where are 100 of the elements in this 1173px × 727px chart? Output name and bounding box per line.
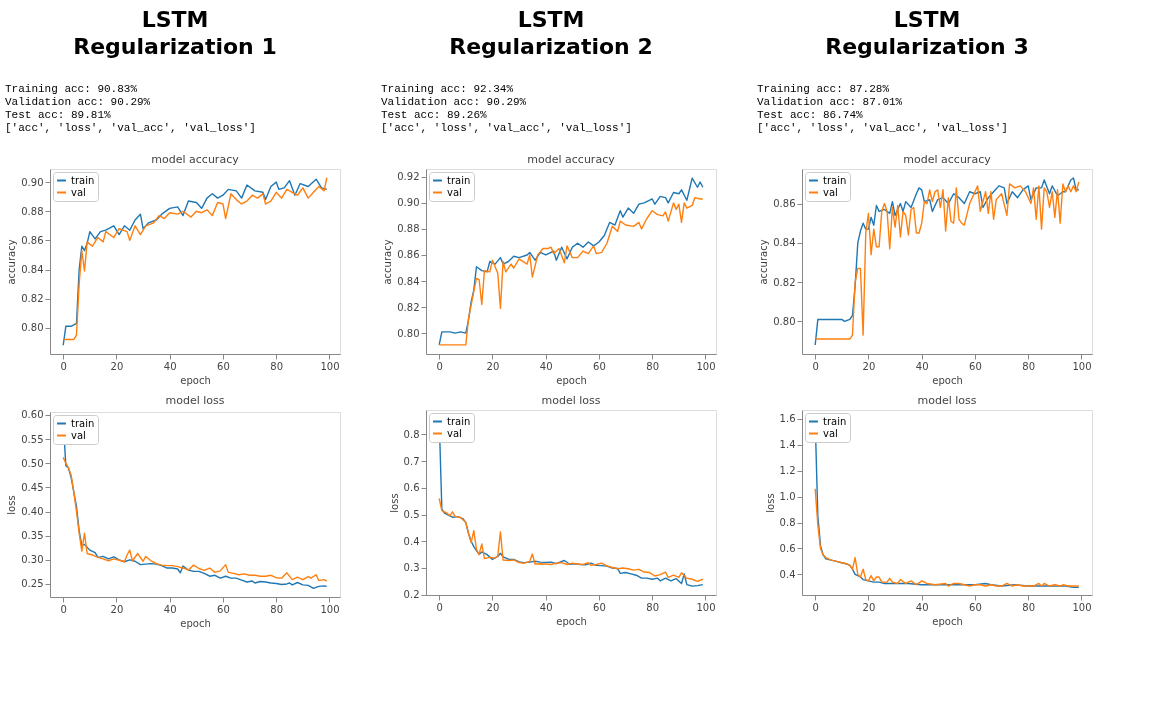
chart-title: model loss — [917, 394, 977, 407]
x-tick-label: 80 — [646, 601, 660, 613]
text: Test acc: 86.74% — [757, 109, 864, 121]
text: Regularization 2 — [449, 34, 653, 59]
y-tick-label: 0.80 — [773, 315, 796, 327]
text: Regularization 1 — [73, 34, 277, 59]
x-tick-label: 0 — [60, 360, 67, 372]
x-tick-label: 40 — [915, 360, 929, 372]
legend-label: train — [823, 174, 847, 186]
chart-title: model loss — [165, 393, 225, 407]
x-tick-label: 60 — [217, 360, 230, 372]
y-axis-title: accuracy — [758, 239, 770, 285]
text: Validation acc: 90.29% — [381, 96, 527, 108]
x-tick-label: 0 — [436, 601, 443, 613]
y-tick-label: 0.8 — [779, 517, 796, 529]
y-tick-label: 0.50 — [21, 457, 44, 469]
y-axis-title: accuracy — [382, 239, 394, 285]
y-tick-label: 0.82 — [773, 276, 796, 288]
x-axis-title: epoch — [180, 374, 211, 386]
x-axis-title: epoch — [556, 374, 587, 386]
text: Validation acc: 90.29% — [5, 96, 151, 108]
y-tick-label: 1.2 — [779, 465, 796, 477]
x-tick-label: 40 — [539, 601, 553, 613]
x-tick-label: 60 — [217, 603, 230, 615]
line-series — [62, 456, 328, 582]
legend-label: val — [447, 427, 462, 439]
y-tick-label: 0.82 — [397, 301, 420, 313]
x-tick-label: 40 — [539, 360, 553, 372]
x-tick-label: 100 — [320, 360, 340, 372]
y-tick-label: 0.86 — [773, 198, 796, 210]
y-axis-title: accuracy — [6, 239, 18, 285]
legend-label: val — [71, 429, 86, 441]
x-tick-label: 0 — [436, 360, 443, 372]
y-tick-label: 0.35 — [21, 530, 44, 542]
legend-label: train — [447, 174, 471, 186]
y-tick-label: 0.84 — [21, 264, 44, 276]
x-tick-label: 80 — [270, 360, 284, 372]
y-tick-label: 0.86 — [397, 249, 420, 261]
legend-label: val — [823, 186, 838, 198]
y-axis-title: loss — [6, 495, 18, 515]
y-tick-label: 0.80 — [21, 322, 44, 334]
chart-title: model accuracy — [151, 153, 240, 166]
x-axis-title: epoch — [556, 615, 587, 627]
x-tick-label: 100 — [1072, 360, 1092, 372]
y-tick-label: 0.45 — [21, 481, 44, 493]
x-tick-label: 100 — [320, 603, 340, 615]
y-tick-label: 0.80 — [397, 327, 420, 339]
x-tick-label: 0 — [812, 601, 819, 613]
x-tick-label: 20 — [862, 360, 876, 372]
x-tick-label: 60 — [593, 601, 606, 613]
x-tick-label: 60 — [969, 360, 982, 372]
legend-label: train — [447, 415, 471, 427]
text: LSTM — [517, 7, 585, 32]
y-tick-label: 0.60 — [21, 409, 44, 421]
x-tick-label: 40 — [163, 360, 177, 372]
y-tick-label: 0.3 — [403, 562, 420, 574]
x-tick-label: 100 — [696, 601, 716, 613]
y-tick-label: 1.4 — [779, 439, 796, 451]
x-axis-title: epoch — [180, 617, 211, 629]
line-series — [438, 497, 704, 583]
y-tick-label: 1.6 — [779, 413, 796, 425]
y-tick-label: 0.7 — [403, 455, 420, 467]
x-tick-label: 20 — [862, 601, 876, 613]
y-tick-label: 0.92 — [397, 171, 420, 183]
x-tick-label: 100 — [696, 360, 716, 372]
y-tick-label: 0.4 — [779, 568, 796, 580]
chart-title: model accuracy — [903, 153, 992, 166]
legend-label: train — [823, 415, 847, 427]
y-tick-label: 0.6 — [779, 542, 796, 554]
text: Training acc: 90.83% — [5, 83, 138, 95]
x-tick-label: 60 — [593, 360, 606, 372]
x-tick-label: 80 — [270, 603, 284, 615]
y-tick-label: 0.84 — [397, 275, 420, 287]
y-tick-label: 0.88 — [21, 205, 44, 217]
text: Training acc: 92.34% — [381, 83, 514, 95]
y-axis-title: loss — [764, 493, 776, 513]
x-tick-label: 20 — [110, 360, 124, 372]
text: ['acc', 'loss', 'val_acc', 'val_loss'] — [381, 122, 632, 134]
x-tick-label: 60 — [969, 601, 982, 613]
x-axis-title: epoch — [932, 615, 963, 627]
x-tick-label: 20 — [110, 603, 124, 615]
y-tick-label: 0.82 — [21, 293, 44, 305]
legend-label: val — [71, 186, 86, 198]
legend-label: val — [447, 186, 462, 198]
y-tick-label: 0.90 — [397, 197, 420, 209]
y-tick-label: 0.86 — [21, 234, 44, 246]
x-tick-label: 0 — [60, 603, 67, 615]
x-tick-label: 40 — [915, 601, 929, 613]
x-tick-label: 20 — [486, 360, 500, 372]
y-tick-label: 0.8 — [403, 428, 420, 440]
x-tick-label: 80 — [646, 360, 660, 372]
legend-label: train — [71, 174, 95, 186]
legend-label: val — [823, 427, 838, 439]
text: Test acc: 89.26% — [381, 109, 488, 121]
text: Test acc: 89.81% — [5, 109, 112, 121]
text: ['acc', 'loss', 'val_acc', 'val_loss'] — [757, 122, 1008, 134]
y-tick-label: 0.84 — [773, 237, 796, 249]
x-tick-label: 80 — [1022, 601, 1036, 613]
legend-label: train — [71, 417, 95, 429]
y-tick-label: 0.6 — [403, 482, 420, 494]
